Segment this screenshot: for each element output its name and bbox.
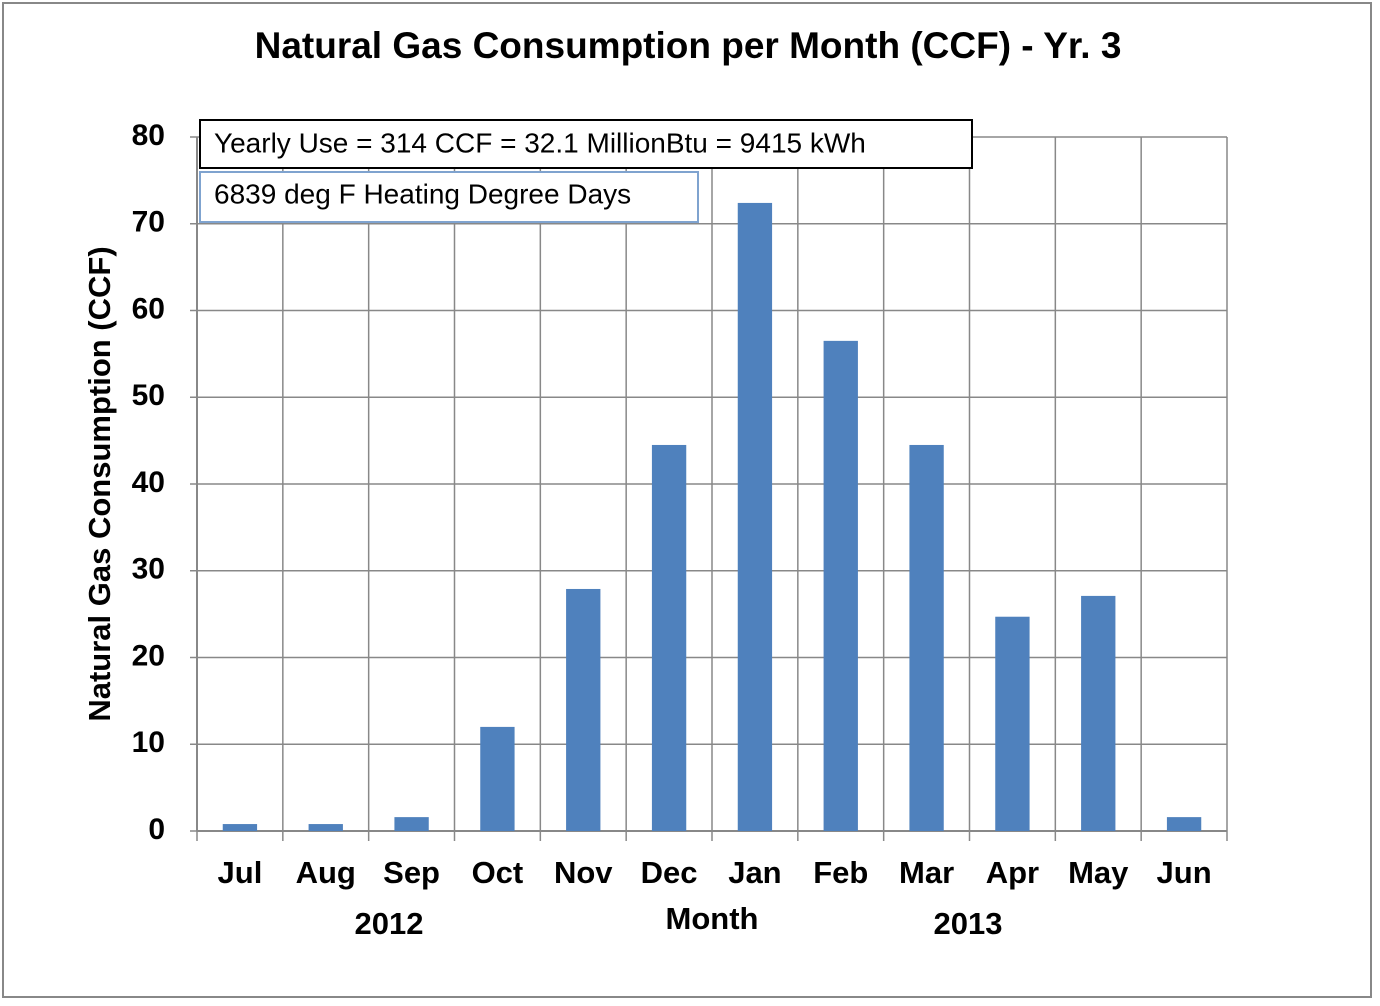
x-tick-label: Sep [383, 855, 440, 890]
annotation-box [199, 119, 973, 169]
bar [394, 817, 429, 831]
bar [737, 202, 773, 831]
x-axis-label: Month [666, 901, 759, 936]
bar [480, 726, 515, 831]
y-tick-label: 10 [132, 726, 165, 759]
y-tick-label: 70 [132, 206, 165, 239]
x-tick-label: Oct [472, 855, 524, 890]
bar [1166, 817, 1202, 831]
bar [995, 616, 1030, 831]
x-tick-label: Nov [554, 855, 613, 890]
bar [1081, 595, 1116, 831]
plot-area: 0 10 20 30 40 50 60 70 80 Jul Aug Sep Oct Nov Dec Jan Fe… [132, 119, 1228, 890]
x-tick-label: Dec [641, 855, 698, 890]
y-tick-label: 80 [132, 119, 165, 152]
annotation-box [199, 171, 699, 223]
bar [566, 588, 601, 831]
chart-title: Natural Gas Consumption per Month (CCF) … [255, 25, 1122, 66]
x-tick-label: Feb [813, 855, 868, 890]
y-tick-label: 50 [132, 379, 165, 412]
y-tick-label: 60 [132, 292, 165, 325]
bar [222, 824, 258, 831]
x-tick-label: May [1068, 855, 1129, 890]
y-tick-label: 20 [132, 639, 165, 672]
x-tick-label: Jan [728, 855, 781, 890]
bar [651, 444, 687, 831]
year-label: 2013 [934, 906, 1003, 941]
bar [823, 340, 858, 831]
y-axis-label: Natural Gas Consumption (CCF) [82, 246, 117, 721]
annotation: 6839 deg F Heating Degree Days [214, 178, 631, 209]
year-label: 2012 [355, 906, 424, 941]
x-tick-label: Mar [899, 855, 954, 890]
y-tick-label: 40 [132, 466, 165, 499]
y-tick-label: 30 [132, 553, 165, 586]
x-tick-label: Apr [986, 855, 1039, 890]
annotation: Yearly Use = 314 CCF = 32.1 MillionBtu =… [214, 127, 866, 158]
bar [308, 824, 343, 831]
y-tick-label: 0 [148, 813, 165, 846]
x-tick-label: Aug [296, 855, 356, 890]
x-tick-label: Jul [218, 855, 263, 890]
bar [909, 444, 944, 831]
x-tick-label: Jun [1157, 855, 1212, 890]
